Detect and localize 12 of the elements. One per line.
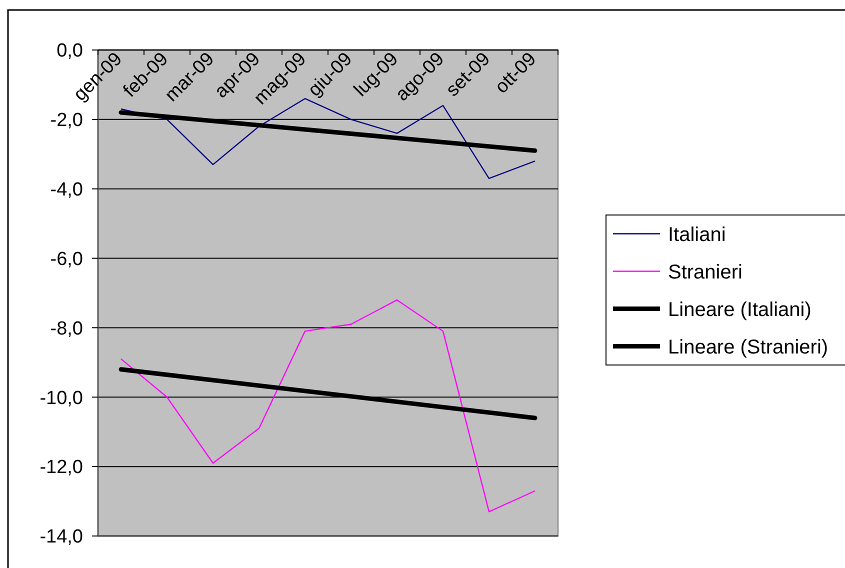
line-series: [120, 299, 536, 512]
y-tick-label: -4,0: [50, 180, 83, 201]
y-tick-label: -14,0: [40, 526, 83, 548]
legend-label: Lineare (Italiani): [668, 298, 812, 321]
y-tick-label: -12,0: [40, 457, 83, 478]
legend-label: Lineare (Stranieri): [668, 336, 828, 358]
y-tick-label: -8,0: [50, 318, 83, 340]
y-tick-label: -6,0: [50, 248, 83, 270]
legend-label: Italiani: [668, 224, 726, 246]
y-tick-label: -10,0: [40, 388, 83, 409]
legend-label: Stranieri: [668, 261, 742, 284]
y-tick-label: -2,0: [50, 110, 83, 132]
